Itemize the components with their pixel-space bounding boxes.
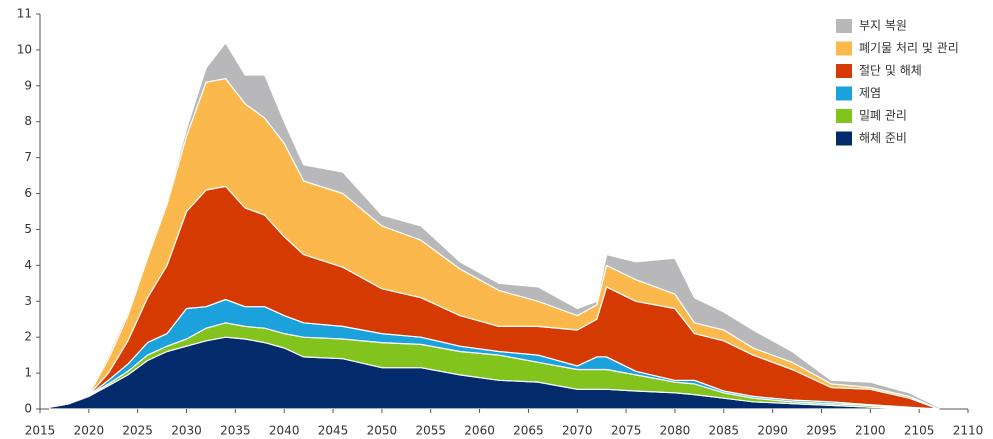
y-tick-label: 1	[24, 366, 32, 380]
legend-swatch	[836, 86, 852, 101]
x-tick-label: 2095	[806, 424, 837, 438]
x-tick-label: 2025	[122, 424, 153, 438]
x-tick-label: 2055	[415, 424, 446, 438]
x-tick-label: 2105	[904, 424, 935, 438]
x-tick-label: 2070	[562, 424, 593, 438]
x-tick-label: 2065	[513, 424, 544, 438]
legend-swatch	[836, 109, 852, 123]
y-tick-label: 4	[24, 258, 32, 272]
x-tick-label: 2045	[318, 424, 349, 438]
x-tick-label: 2015	[25, 424, 56, 438]
y-tick-label: 9	[24, 78, 32, 92]
x-tick-label: 2020	[74, 424, 105, 438]
x-tick-label: 2030	[171, 424, 202, 438]
x-tick-label: 2110	[953, 424, 984, 438]
x-tick-label: 2060	[464, 424, 495, 438]
y-tick-label: 6	[24, 186, 32, 200]
x-tick-label: 2100	[855, 424, 886, 438]
x-tick-label: 2090	[757, 424, 788, 438]
legend-label: 절단 및 해체	[859, 64, 922, 78]
x-tick-label: 2035	[220, 424, 251, 438]
legend-swatch	[836, 41, 852, 56]
y-tick-label: 0	[24, 402, 32, 416]
legend-label: 밀폐 관리	[859, 109, 907, 123]
x-tick-label: 2040	[269, 424, 300, 438]
legend-swatch	[836, 131, 852, 146]
legend-label: 해체 준비	[859, 131, 907, 145]
x-tick-label: 2085	[709, 424, 740, 438]
legend-label: 폐기물 처리 및 관리	[859, 41, 959, 55]
y-tick-label: 5	[24, 222, 32, 236]
legend-swatch	[836, 64, 852, 78]
y-tick-label: 10	[17, 42, 32, 56]
x-tick-label: 2075	[611, 424, 642, 438]
legend-label: 부지 복원	[859, 19, 907, 33]
legend-label: 제염	[859, 86, 881, 100]
x-tick-label: 2050	[367, 424, 398, 438]
y-tick-label: 11	[17, 7, 32, 21]
y-tick-label: 2	[24, 330, 32, 344]
y-tick-label: 7	[24, 150, 32, 164]
legend-swatch	[836, 19, 852, 33]
y-tick-label: 8	[24, 114, 32, 128]
x-tick-label: 2080	[660, 424, 691, 438]
y-tick-label: 3	[24, 294, 32, 308]
area	[49, 42, 940, 410]
